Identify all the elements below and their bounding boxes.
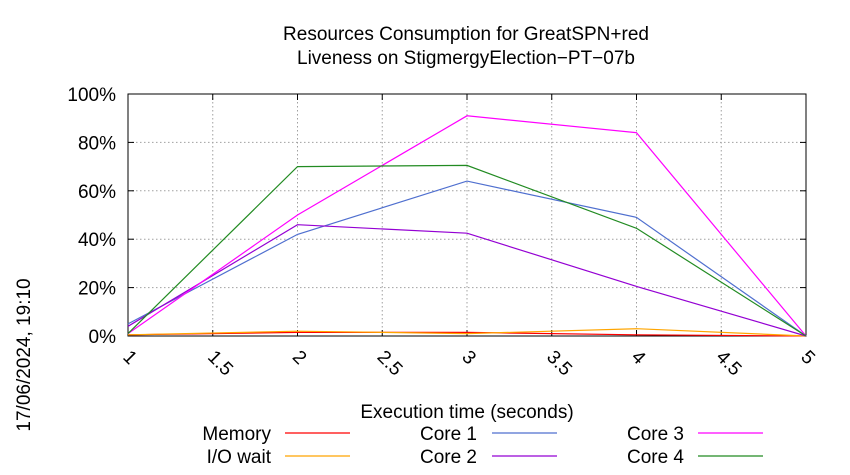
legend-label-core-2: Core 2: [420, 447, 477, 468]
series-line-memory: [127, 331, 807, 337]
series-line-core-3: [127, 115, 807, 337]
x-tick-label: 4.5: [712, 347, 746, 381]
x-tick-label: 3: [457, 347, 479, 369]
x-tick-label: 3.5: [542, 347, 576, 381]
y-tick-label: 40%: [78, 230, 116, 251]
grid-lines: [128, 94, 806, 336]
series-line-core-2: [127, 224, 807, 337]
y-tick-label: 60%: [78, 182, 116, 203]
legend-label-core-4: Core 4: [627, 447, 684, 468]
series-line-core-1: [127, 180, 807, 337]
x-tick-label: 2: [288, 347, 310, 369]
series-lines: [127, 115, 807, 337]
legend-label-i-o-wait: I/O wait: [207, 447, 272, 468]
y-tick-label: 20%: [78, 279, 116, 300]
x-tick-label: 5: [796, 347, 818, 369]
series-line-i-o-wait: [127, 328, 807, 337]
x-tick-label: 1: [118, 347, 140, 369]
timestamp-label: 17/06/2024, 19:10: [14, 278, 35, 431]
y-tick-label: 100%: [67, 85, 116, 106]
x-axis-label: Execution time (seconds): [360, 402, 573, 423]
series-line-core-4: [127, 164, 807, 337]
x-tick-label: 2.5: [373, 347, 407, 381]
legend-label-core-1: Core 1: [420, 424, 477, 445]
x-tick-label: 4: [627, 347, 650, 370]
chart-subtitle: Liveness on StigmergyElection−PT−07b: [297, 48, 635, 69]
legend-label-memory: Memory: [202, 424, 271, 445]
x-tick-label: 1.5: [203, 347, 237, 381]
y-tick-label: 0%: [89, 327, 117, 348]
chart-title: Resources Consumption for GreatSPN+red: [283, 24, 649, 45]
legend-label-core-3: Core 3: [627, 424, 684, 445]
y-tick-label: 80%: [78, 133, 116, 154]
